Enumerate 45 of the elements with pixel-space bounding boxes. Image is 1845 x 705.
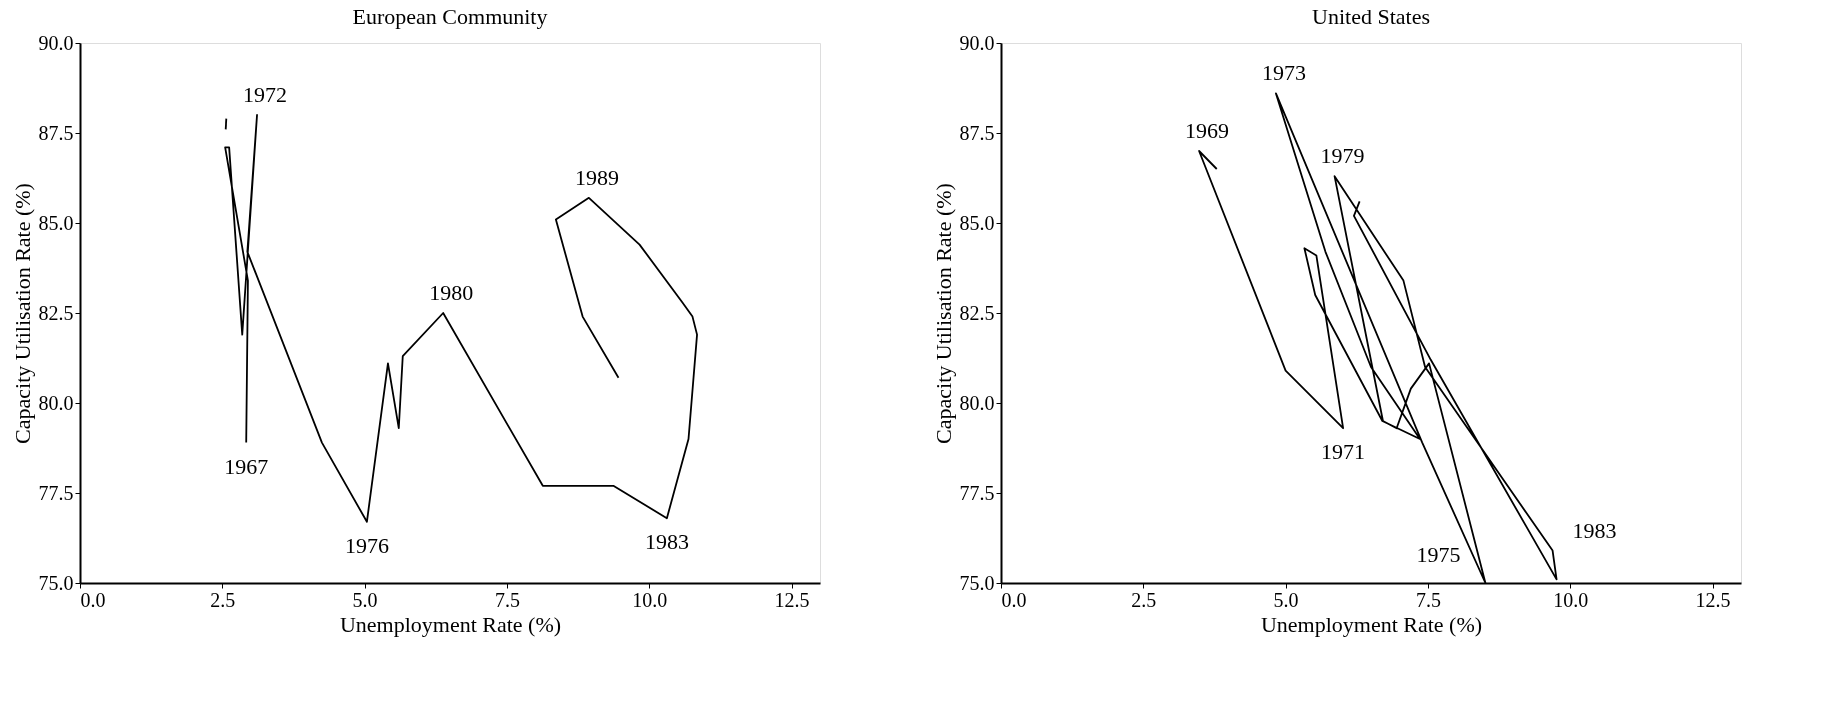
x-tick-label: 7.5 (1415, 588, 1441, 611)
x-tick-label: 10.0 (632, 588, 668, 611)
y-tick-label: 75.0 (38, 571, 74, 594)
x-tick-label: 5.0 (1273, 588, 1299, 611)
y-axis-title: Capacity Utilisation Rate (%) (9, 183, 35, 444)
y-tick-label: 87.5 (959, 121, 995, 144)
x-tick-label: 0.0 (80, 588, 106, 611)
chart-title: United States (1312, 4, 1430, 29)
annotation: 1983 (644, 529, 689, 555)
x-axis-title: Unemployment Rate (%) (1260, 611, 1483, 637)
x-tick-label: 7.5 (494, 588, 520, 611)
x-tick-label: 10.0 (1553, 588, 1589, 611)
y-tick-label: 80.0 (959, 391, 995, 414)
annotation: 1973 (1261, 60, 1306, 86)
x-tick-label: 5.0 (352, 588, 378, 611)
annotation: 1971 (1321, 439, 1366, 465)
y-tick-label: 87.5 (38, 121, 74, 144)
annotation: 1979 (1320, 143, 1365, 169)
y-tick-label: 85.0 (38, 211, 74, 234)
annotation: 1972 (243, 82, 288, 107)
x-tick-label: 12.5 (774, 588, 810, 611)
annotation: 1967 (224, 453, 269, 479)
chart-title: European Community (352, 4, 548, 29)
x-tick-label: 2.5 (1131, 588, 1157, 611)
annotation: 1969 (1185, 118, 1230, 143)
y-tick-label: 82.5 (38, 301, 74, 324)
y-tick-label: 82.5 (959, 301, 995, 324)
y-tick-label: 85.0 (959, 211, 995, 234)
annotation: 1980 (429, 280, 474, 305)
x-tick-label: 0.0 (1001, 588, 1027, 611)
y-tick-label: 75.0 (959, 571, 995, 594)
y-tick-label: 90.0 (38, 31, 74, 54)
x-axis-title: Unemployment Rate (%) (339, 611, 562, 637)
annotation: 1983 (1572, 517, 1617, 543)
y-axis-title: Capacity Utilisation Rate (%) (930, 183, 956, 444)
x-tick-label: 12.5 (1695, 588, 1731, 611)
y-tick-label: 77.5 (959, 481, 995, 504)
annotation: 1975 (1416, 542, 1461, 567)
annotation: 1976 (344, 532, 389, 558)
x-tick-label: 2.5 (210, 588, 236, 611)
line-series (224, 114, 698, 523)
annotation: 1989 (574, 164, 619, 190)
y-tick-label: 77.5 (38, 481, 74, 504)
y-tick-label: 90.0 (959, 31, 995, 54)
y-tick-label: 80.0 (38, 391, 74, 414)
